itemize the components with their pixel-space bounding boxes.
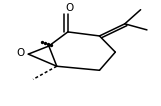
Text: O: O: [65, 3, 74, 13]
Text: O: O: [16, 48, 24, 58]
